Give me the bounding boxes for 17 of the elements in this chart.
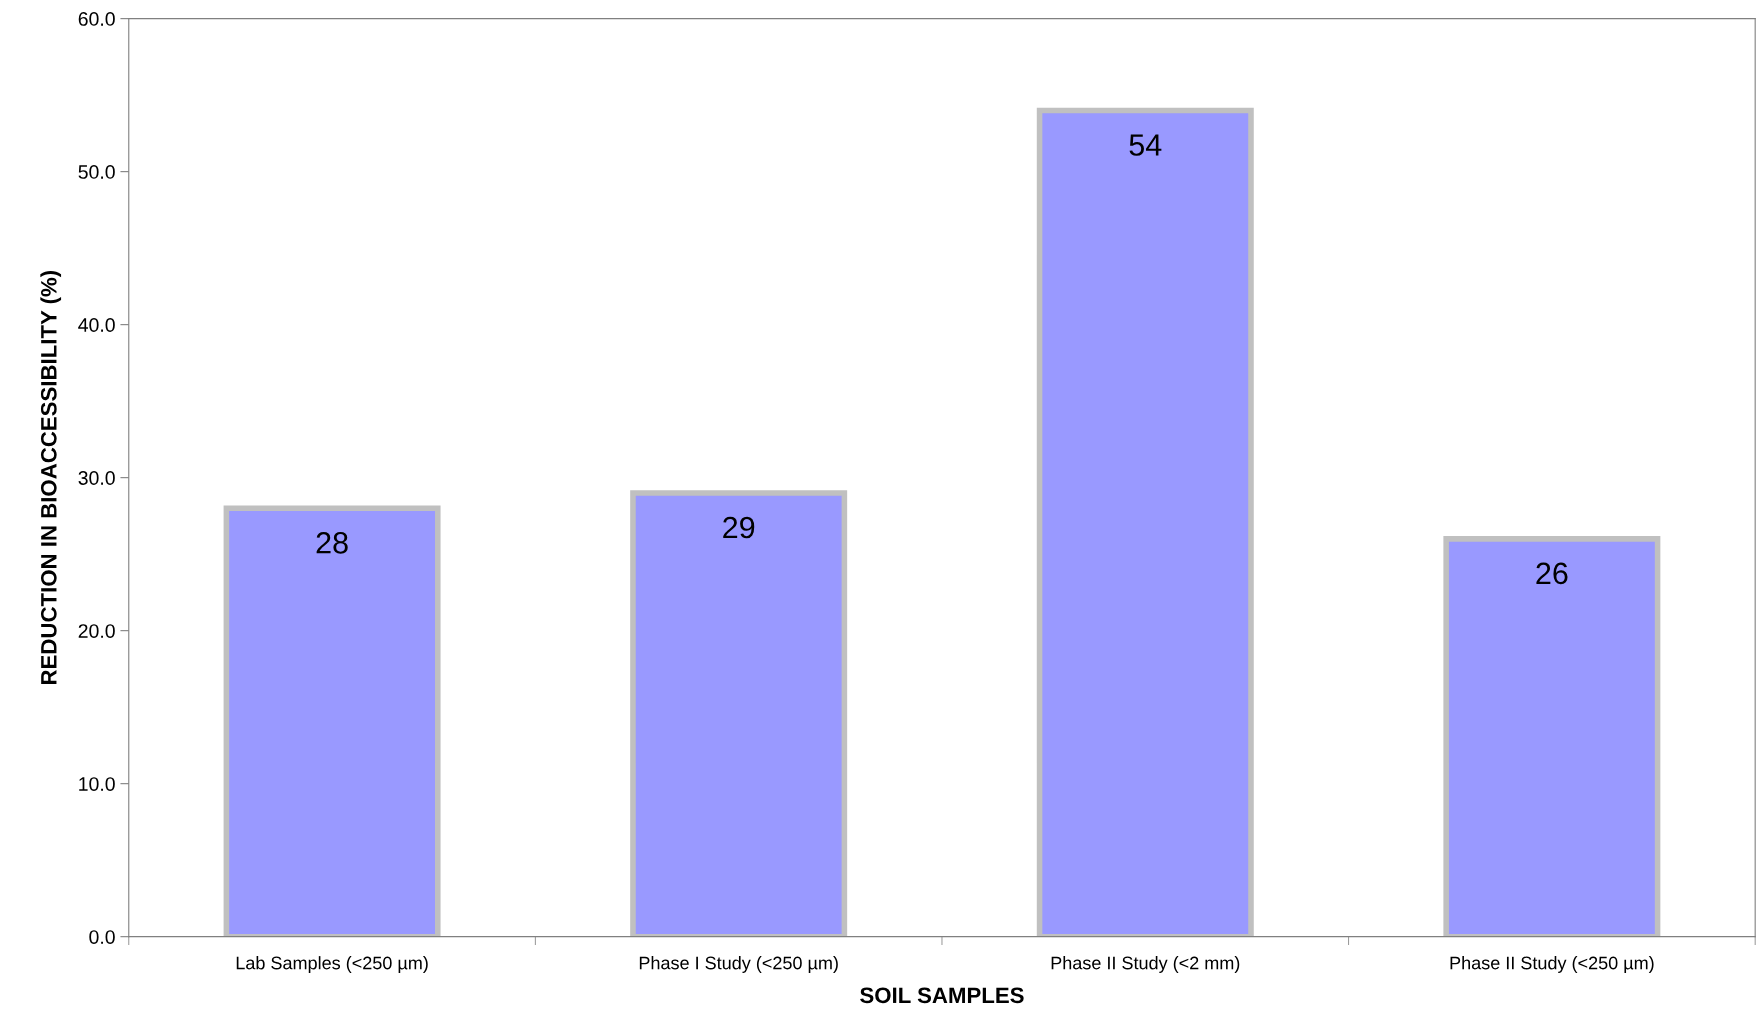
data-label: 28: [316, 532, 348, 554]
y-tick-label: 60.0: [78, 12, 115, 26]
x-tick-label: Lab Samples (<250 µm): [236, 956, 428, 973]
data-label: 26: [1536, 562, 1568, 585]
x-axis-title: SOIL SAMPLES: [860, 987, 1024, 1004]
x-tick-label: Phase II Study (<2 mm): [1051, 956, 1240, 973]
y-tick-label: 50.0: [78, 165, 115, 179]
y-tick-label: 20.0: [78, 624, 115, 638]
y-axis-title: REDUCTION IN BIOACCESSIBILITY (%): [40, 270, 62, 684]
y-tick-label: 30.0: [78, 471, 115, 485]
data-label: 54: [1129, 134, 1162, 156]
x-tick-label: Phase I Study (<250 µm): [639, 956, 838, 973]
y-tick-label: 40.0: [78, 318, 115, 332]
x-tick-label: Phase II Study (<250 µm): [1450, 956, 1654, 973]
y-tick-label: 0.0: [89, 930, 115, 944]
data-label: 29: [723, 516, 755, 539]
y-tick-label: 10.0: [79, 777, 115, 791]
